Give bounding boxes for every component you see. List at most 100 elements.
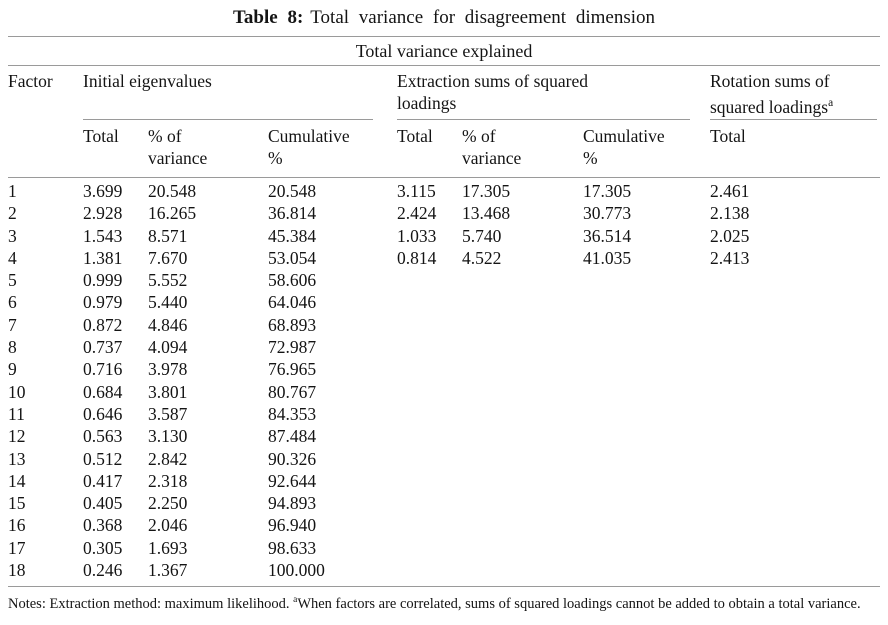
subheader-initial-cumulative: Cumulative %	[268, 120, 397, 178]
value-cell	[462, 403, 583, 425]
table-row: 17 0.305 1.693 98.633	[8, 537, 880, 559]
value-cell	[710, 514, 880, 536]
initial-eigenvalues-spanner-rule	[83, 119, 373, 120]
value-cell	[583, 470, 710, 492]
value-cell	[583, 425, 710, 447]
value-cell: 16.265	[148, 203, 197, 224]
table-row: 5 0.999 5.552 58.606	[8, 269, 880, 291]
value-cell: 90.326	[268, 448, 317, 469]
value-cell	[710, 269, 880, 291]
table-row: 11 0.646 3.587 84.353	[8, 403, 880, 425]
value-cell: 2.250	[148, 493, 188, 514]
header-initial-eigenvalues-label: Initial eigenvalues	[83, 71, 212, 91]
table-title: Table 8: Total variance for disagreement …	[8, 5, 880, 36]
subheader-extraction-total: Total	[397, 120, 462, 178]
value-cell	[710, 314, 880, 336]
rotation-footnote-marker: a	[828, 96, 834, 109]
value-cell: 4.094	[148, 337, 188, 358]
value-cell	[462, 269, 583, 291]
value-cell: 0.305	[83, 537, 123, 558]
value-cell	[397, 448, 462, 470]
value-cell: 87.484	[268, 426, 317, 447]
value-cell: 3.130	[148, 426, 188, 447]
value-cell: 0.368	[83, 515, 123, 536]
value-cell: 3.801	[148, 381, 188, 402]
value-cell	[397, 381, 462, 403]
table-row: 3 1.543 8.571 45.384 1.033 5.740 36.514 2.025	[8, 225, 880, 247]
value-cell	[583, 381, 710, 403]
header-extraction-sums: Extraction sums of squared loadings	[397, 66, 710, 120]
value-cell: 5.440	[148, 292, 188, 313]
factor-cell: 12	[8, 426, 26, 447]
table-row: 2 2.928 16.265 36.814 2.424 13.468 30.773 2.138	[8, 202, 880, 224]
value-cell: 2.413	[710, 247, 750, 268]
value-cell	[462, 448, 583, 470]
table-row: 8 0.737 4.094 72.987	[8, 336, 880, 358]
value-cell	[462, 492, 583, 514]
value-cell: 0.737	[83, 337, 123, 358]
value-cell: 2.461	[710, 181, 750, 201]
value-cell: 0.417	[83, 470, 123, 491]
notes-prefix: Notes: Extraction method: maximum likeli…	[8, 596, 294, 613]
header-extraction-sums-label: Extraction sums of squared loadings	[397, 71, 588, 113]
value-cell	[462, 336, 583, 358]
notes-footnote-marker: a	[293, 595, 298, 606]
table-row: 15 0.405 2.250 94.893	[8, 492, 880, 514]
value-cell	[583, 403, 710, 425]
value-cell: 17.305	[462, 181, 511, 201]
factor-cell: 3	[8, 225, 17, 246]
value-cell	[710, 381, 880, 403]
table-row: 16 0.368 2.046 96.940	[8, 514, 880, 536]
subheader-extraction-cumulative: Cumulative %	[583, 120, 710, 178]
header-initial-eigenvalues: Initial eigenvalues	[83, 66, 397, 120]
value-cell: 96.940	[268, 515, 317, 536]
value-cell: 7.670	[148, 247, 188, 268]
value-cell: 1.367	[148, 559, 268, 588]
value-cell: 4.846	[148, 314, 188, 335]
value-cell	[583, 358, 710, 380]
value-cell	[710, 336, 880, 358]
value-cell: 5.552	[148, 270, 188, 291]
value-cell: 0.646	[83, 403, 123, 424]
factor-cell: 8	[8, 337, 17, 358]
value-cell	[462, 291, 583, 313]
value-cell: 0.563	[83, 426, 123, 447]
factor-cell: 9	[8, 359, 17, 380]
value-cell: 92.644	[268, 470, 317, 491]
table-head: Total variance explained Factor Initial …	[8, 36, 881, 178]
factor-cell: 13	[8, 448, 26, 469]
header-rotation-sums-text: Rotation sums of squared loadings	[710, 71, 830, 117]
header-rotation-sums: Rotation sums of squared loadingsa	[710, 66, 880, 120]
table-row: 18 0.246 1.367 100.000	[8, 559, 881, 588]
factor-cell: 7	[8, 314, 17, 335]
value-cell: 100.000	[268, 559, 397, 588]
table-row: 12 0.563 3.130 87.484	[8, 425, 880, 447]
subheader-extraction-pct-variance: % of variance	[462, 120, 583, 178]
value-cell: 76.965	[268, 359, 317, 380]
value-cell	[397, 314, 462, 336]
value-cell	[462, 537, 583, 559]
value-cell: 0.684	[83, 381, 123, 402]
value-cell	[583, 448, 710, 470]
value-cell	[583, 492, 710, 514]
value-cell	[583, 559, 710, 588]
value-cell: 0.814	[397, 247, 437, 268]
value-cell: 41.035	[583, 247, 632, 268]
subheader-empty	[8, 120, 83, 178]
extraction-sums-spanner-rule	[397, 119, 690, 120]
value-cell	[397, 492, 462, 514]
table-row: 7 0.872 4.846 68.893	[8, 314, 880, 336]
value-cell	[462, 514, 583, 536]
factor-cell: 10	[8, 381, 26, 402]
value-cell	[397, 537, 462, 559]
value-cell: 3.587	[148, 403, 188, 424]
value-cell: 1.543	[83, 225, 123, 246]
value-cell	[462, 470, 583, 492]
header-rotation-sums-label: Rotation sums of squared loadingsa	[710, 71, 878, 118]
value-cell: 20.548	[148, 181, 197, 201]
value-cell	[462, 381, 583, 403]
value-cell: 0.979	[83, 292, 123, 313]
value-cell	[397, 403, 462, 425]
sub-header-row: Total % of variance Cumulative % Total %…	[8, 120, 881, 178]
value-cell: 2.842	[148, 448, 188, 469]
